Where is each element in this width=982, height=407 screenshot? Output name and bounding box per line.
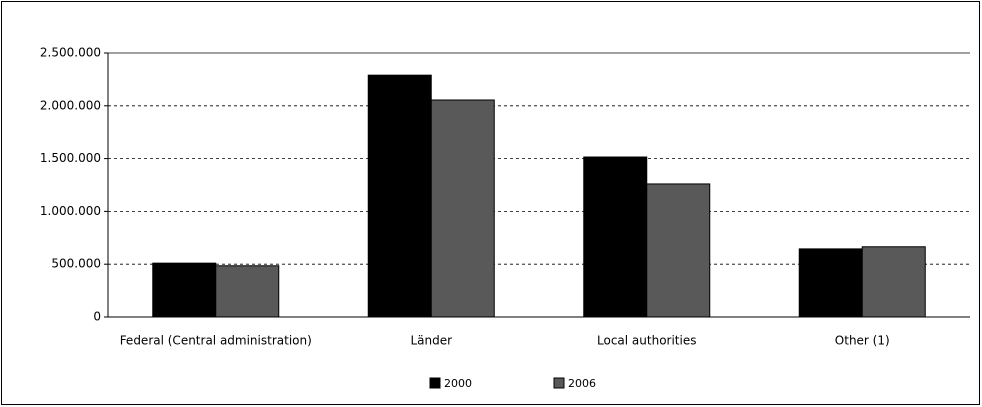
x-tick-label: Federal (Central administration) xyxy=(120,334,312,348)
bar xyxy=(215,265,280,318)
y-tick-label: 1.500.000 xyxy=(40,151,101,165)
bar xyxy=(367,74,432,318)
bar xyxy=(646,183,711,318)
y-tick-label: 2.500.000 xyxy=(40,46,101,60)
x-tick-label: Other (1) xyxy=(835,334,890,348)
y-tick-label: 500.000 xyxy=(51,257,101,271)
x-tick-label: Länder xyxy=(410,334,452,348)
y-tick-label: 2.000.000 xyxy=(40,98,101,112)
bar xyxy=(152,262,217,318)
bar xyxy=(798,248,863,318)
legend-swatch xyxy=(553,377,565,389)
legend-swatch xyxy=(429,377,441,389)
y-tick-label: 1.000.000 xyxy=(40,204,101,218)
y-tick-label: 0 xyxy=(93,310,101,324)
bar xyxy=(430,99,495,318)
bar xyxy=(583,156,648,318)
bar xyxy=(861,246,926,318)
legend-label: 2006 xyxy=(568,377,596,390)
x-tick-label: Local authorities xyxy=(597,334,696,348)
legend-label: 2000 xyxy=(444,377,472,390)
